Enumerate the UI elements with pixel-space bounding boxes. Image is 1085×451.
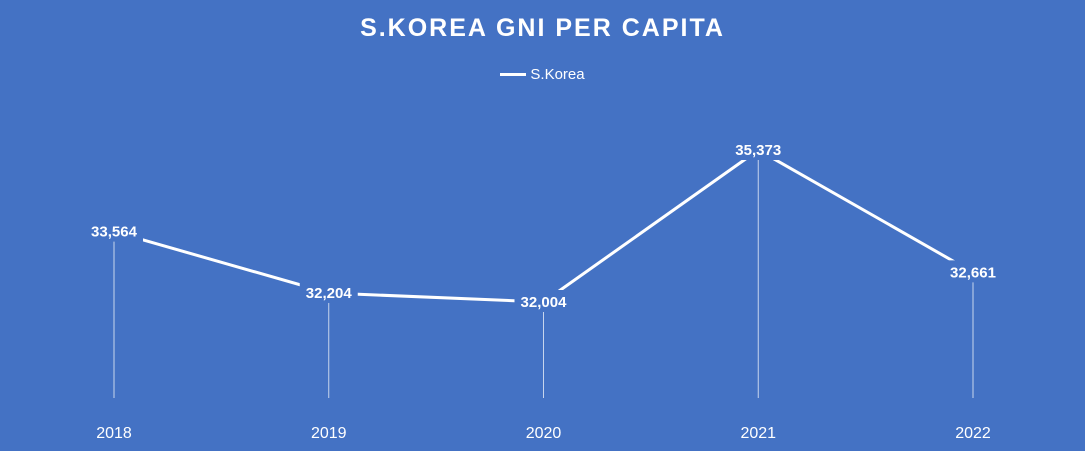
data-label-bg-2021 [729,138,788,160]
data-label-2019: 32,204 [306,285,353,302]
data-label-bg-2018 [85,219,143,242]
x-tick-label-2022: 2022 [955,425,991,442]
x-tick-label-2019: 2019 [311,425,347,442]
legend-line-swatch [500,73,527,76]
data-label-bg-2019 [299,280,358,303]
x-axis-ticks: 2018 2019 2020 2021 2022 [96,425,991,442]
drop-lines [113,150,974,398]
data-label-2021: 35,373 [735,142,781,159]
data-label-2020: 32,004 [521,294,568,311]
x-tick-label-2021: 2021 [740,425,776,442]
data-label-bg-2020 [514,290,573,312]
data-label-bg-2022 [944,260,1002,283]
series-line-s-korea [113,148,974,304]
data-labels: 33,564 32,204 32,004 35,373 32,661 [85,138,1002,312]
legend-label: S.Korea [530,66,585,83]
x-tick-label-2018: 2018 [96,425,132,442]
data-label-2022: 32,661 [950,264,996,281]
data-label-2018: 33,564 [91,224,138,241]
x-tick-label-2020: 2020 [526,425,562,442]
legend: S.Korea [0,66,1085,83]
chart-title: S.KOREA GNI PER CAPITA [360,14,725,42]
